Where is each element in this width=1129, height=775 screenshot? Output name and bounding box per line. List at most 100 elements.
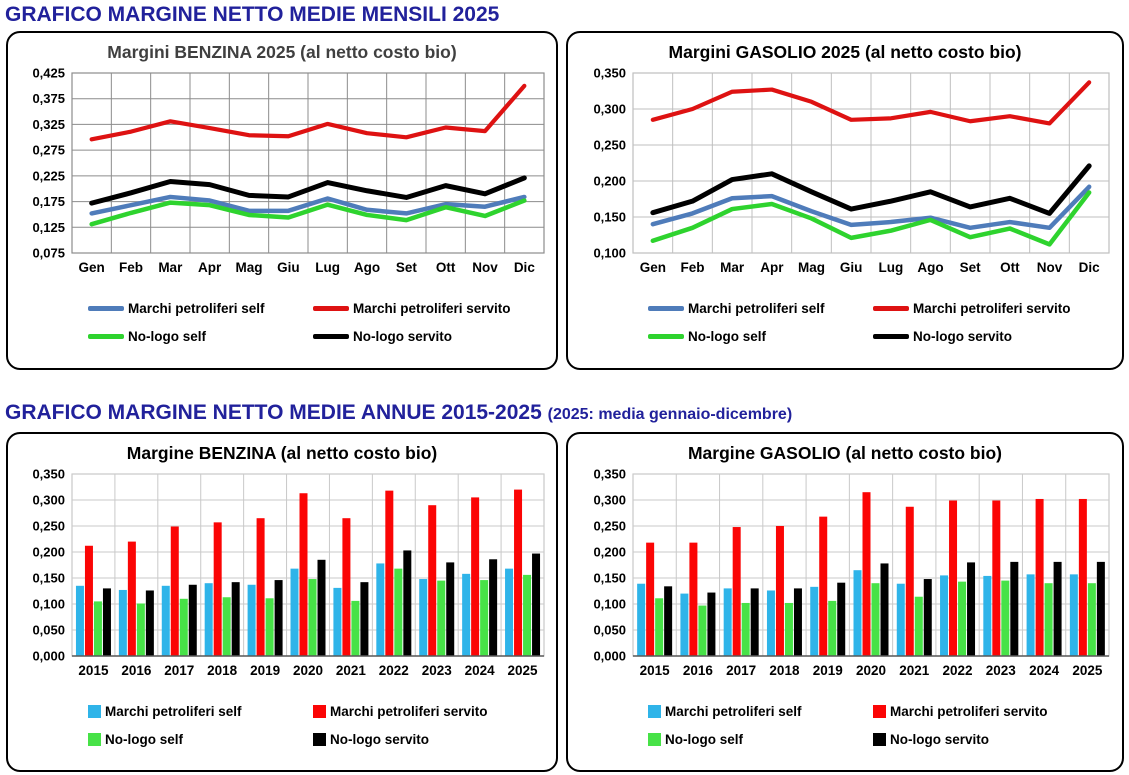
legend-label: Marchi petroliferi servito: [913, 301, 1071, 316]
y-tick-label: 0,000: [32, 649, 65, 664]
series-line-no-logo-self: [89, 198, 527, 227]
legend-label: No-logo self: [665, 732, 743, 747]
bar-2024-marchi-petroliferi-servito: [1035, 498, 1044, 656]
bar-2023-marchi-petroliferi-servito: [992, 500, 1001, 656]
x-tick-label: 2024: [1029, 663, 1060, 678]
header-annual: GRAFICO MARGINE NETTO MEDIE ANNUE 2015-2…: [5, 401, 792, 425]
panel-gasolio-monthly: Margini GASOLIO 2025 (al netto costo bio…: [566, 31, 1124, 370]
legend-line-swatch-red: [873, 306, 909, 311]
series-line-marchi-petroliferi-servito: [89, 83, 527, 142]
y-tick-label: 0,325: [32, 117, 65, 132]
y-tick-label: 0,200: [593, 545, 626, 560]
x-tick-label: Nov: [1037, 260, 1063, 275]
legend-item: No-logo self: [648, 329, 873, 344]
panel-benzina-annual: Margine BENZINA (al netto costo bio) 0,0…: [6, 432, 558, 772]
legend-line-swatch-green: [88, 334, 124, 339]
bar-2024-no-logo-servito: [1053, 561, 1062, 656]
chart-title-gasolio-annual: Margine GASOLIO (al netto costo bio): [687, 443, 1003, 463]
bar-2021-marchi-petroliferi-self: [333, 587, 342, 656]
x-tick-label: 2020: [856, 663, 886, 678]
x-tick-label: Gen: [79, 260, 105, 275]
y-tick-label: 0,100: [593, 246, 626, 261]
bar-2015-marchi-petroliferi-self: [637, 583, 646, 656]
bar-2017-no-logo-self: [179, 598, 188, 656]
bar-2017-marchi-petroliferi-self: [723, 588, 732, 656]
bar-2025-no-logo-self: [523, 574, 532, 656]
x-tick-label: Gen: [640, 260, 666, 275]
y-tick-label: 0,250: [593, 519, 626, 534]
x-tick-label: Set: [396, 260, 418, 275]
bar-2018-marchi-petroliferi-servito: [213, 522, 222, 656]
bar-2025-marchi-petroliferi-self: [505, 568, 514, 656]
x-tick-label: 2019: [250, 663, 280, 678]
bar-2022-no-logo-self: [958, 581, 967, 656]
y-tick-label: 0,175: [32, 194, 65, 209]
y-tick-label: 0,425: [32, 66, 65, 81]
bar-2021-marchi-petroliferi-servito: [905, 506, 914, 656]
legend-label: Marchi petroliferi self: [665, 704, 802, 719]
series-line-no-logo-self: [650, 190, 1092, 247]
x-tick-label: Mar: [158, 260, 183, 275]
legend-square-swatch-black: [313, 733, 326, 746]
bar-2015-no-logo-self: [93, 601, 102, 656]
legend-square-swatch-red: [873, 705, 886, 718]
y-tick-label: 0,300: [593, 493, 626, 508]
chart-title-gasolio-monthly: Margini GASOLIO 2025 (al netto costo bio…: [668, 42, 1022, 62]
bar-2024-no-logo-self: [480, 580, 489, 656]
y-tick-label: 0,000: [593, 649, 626, 664]
x-tick-label: Mag: [236, 260, 263, 275]
y-tick-label: 0,150: [32, 571, 65, 586]
x-tick-label: 2021: [336, 663, 367, 678]
legend-label: No-logo self: [128, 329, 206, 344]
panel-gasolio-annual: Margine GASOLIO (al netto costo bio) 0,0…: [566, 432, 1124, 772]
series-line-marchi-petroliferi-self: [650, 184, 1092, 231]
bar-2020-no-logo-self: [871, 583, 880, 656]
legend-line-swatch-green: [648, 334, 684, 339]
header-annual-note: (2025: media gennaio-dicembre): [547, 406, 793, 423]
legend-gasolio-annual: Marchi petroliferi self Marchi petrolife…: [568, 704, 1122, 747]
x-tick-label: Set: [960, 260, 982, 275]
legend-item: No-logo self: [648, 732, 873, 747]
legend-item: No-logo servito: [313, 732, 536, 747]
bar-2019-marchi-petroliferi-servito: [819, 516, 828, 656]
x-tick-label: Feb: [119, 260, 143, 275]
legend-item: Marchi petroliferi self: [648, 704, 873, 719]
bar-2023-no-logo-servito: [446, 562, 455, 656]
bar-2022-marchi-petroliferi-self: [376, 563, 385, 656]
legend-square-swatch-black: [873, 733, 886, 746]
bar-2017-marchi-petroliferi-servito: [170, 526, 179, 656]
bar-2022-marchi-petroliferi-servito: [949, 500, 958, 656]
x-tick-label: 2016: [683, 663, 714, 678]
y-tick-label: 0,100: [593, 597, 626, 612]
legend-item: Marchi petroliferi self: [648, 301, 873, 316]
header-monthly: GRAFICO MARGINE NETTO MEDIE MENSILI 2025: [5, 3, 500, 26]
legend-item: No-logo servito: [313, 329, 536, 344]
series-line-no-logo-servito: [650, 163, 1092, 216]
legend-benzina-annual: Marchi petroliferi self Marchi petrolife…: [8, 704, 556, 747]
bar-2023-no-logo-servito: [1010, 561, 1019, 656]
legend-line-swatch-black: [873, 334, 909, 339]
bar-2020-marchi-petroliferi-self: [290, 568, 299, 656]
y-tick-label: 0,275: [32, 143, 65, 158]
legend-line-swatch-red: [313, 306, 349, 311]
bar-2018-no-logo-servito: [231, 582, 240, 656]
bar-2020-marchi-petroliferi-servito: [299, 493, 308, 656]
benzina-annual-bar-chart: 0,000 0,050 0,100 0,150 0,200 0,250 0,300 0,350…: [32, 467, 545, 678]
legend-label: No-logo servito: [353, 329, 453, 344]
x-tick-label: Nov: [472, 260, 498, 275]
y-tick-label: 0,350: [593, 66, 626, 81]
x-tick-label: Ott: [436, 260, 456, 275]
bar-2017-marchi-petroliferi-self: [161, 585, 170, 656]
legend-label: Marchi petroliferi servito: [330, 704, 488, 719]
bar-2016-marchi-petroliferi-self: [680, 593, 689, 656]
bar-2021-no-logo-self: [914, 596, 923, 656]
x-tick-label: Ott: [1000, 260, 1020, 275]
header-annual-text: GRAFICO MARGINE NETTO MEDIE ANNUE 2015-2…: [5, 401, 542, 424]
bar-2016-marchi-petroliferi-servito: [689, 542, 698, 656]
bar-2019-marchi-petroliferi-self: [247, 584, 256, 656]
bar-2018-no-logo-servito: [793, 588, 802, 656]
bar-2025-marchi-petroliferi-servito: [514, 489, 523, 656]
bar-2018-no-logo-self: [784, 602, 793, 656]
y-tick-label: 0,150: [593, 210, 626, 225]
plot-border: [632, 72, 1110, 254]
